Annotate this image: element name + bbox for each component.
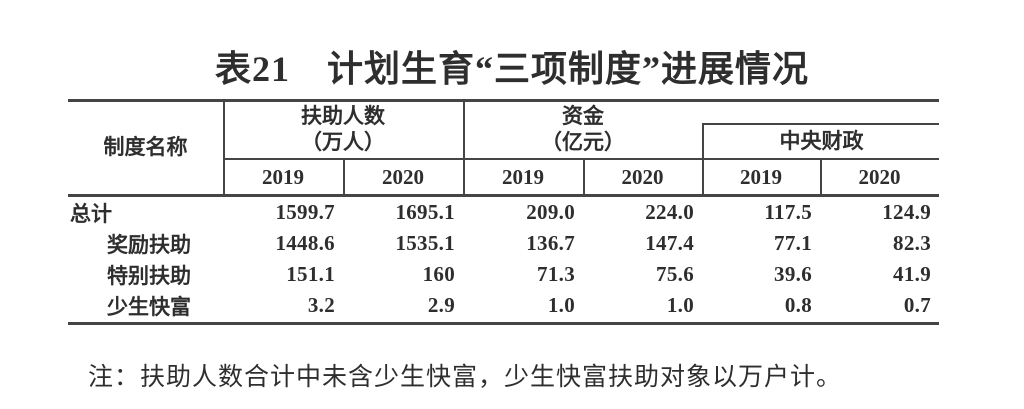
subheader-divider bbox=[223, 158, 939, 160]
group-header-assisted-people: 扶助人数 （万人） bbox=[225, 102, 461, 156]
group-unit-label: （万人） bbox=[301, 130, 385, 154]
row-label: 总计 bbox=[70, 201, 112, 226]
cell-value: 1.0 bbox=[666, 293, 694, 317]
table-top-border bbox=[68, 99, 939, 102]
col-divider-central-years bbox=[820, 158, 822, 194]
cell-value: 224.0 bbox=[645, 200, 694, 224]
year-header: 2019 bbox=[502, 165, 544, 189]
cell-value: 41.9 bbox=[893, 262, 931, 286]
cell-value: 117.5 bbox=[764, 200, 812, 224]
year-header: 2020 bbox=[621, 165, 664, 189]
cell-value: 75.6 bbox=[656, 262, 694, 286]
year-header: 2020 bbox=[382, 165, 424, 189]
cell-value: 3.2 bbox=[307, 293, 335, 317]
group-label: 中央财政 bbox=[779, 129, 864, 153]
cell-value: 160 bbox=[422, 262, 455, 286]
cell-value: 0.7 bbox=[903, 293, 931, 317]
cell-value: 147.4 bbox=[645, 231, 694, 255]
cell-value: 39.6 bbox=[774, 262, 812, 286]
table-row-fewer-births: 少生快富 3.2 2.9 1.0 1.0 0.8 0.7 bbox=[68, 290, 939, 321]
table-row-total: 总计 1599.7 1695.1 209.0 224.0 117.5 124.9 bbox=[68, 197, 939, 228]
group-header-central-finance: 中央财政 bbox=[704, 125, 939, 157]
group-label: 扶助人数 bbox=[301, 104, 385, 128]
cell-value: 124.9 bbox=[882, 200, 931, 224]
stats-table: 制度名称 扶助人数 （万人） 资金 （亿元） 中央财政 2019 2020 20… bbox=[68, 99, 939, 327]
cell-value: 2.9 bbox=[427, 293, 455, 317]
table-row-special-assist: 特别扶助 151.1 160 71.3 75.6 39.6 41.9 bbox=[68, 259, 939, 290]
cell-value: 1695.1 bbox=[395, 200, 455, 224]
col-divider-people-years bbox=[343, 158, 345, 194]
cell-value: 136.7 bbox=[526, 231, 575, 255]
cell-value: 1599.7 bbox=[275, 200, 335, 224]
year-header: 2020 bbox=[858, 165, 901, 189]
cell-value: 1448.6 bbox=[275, 231, 335, 255]
group-label: 资金 bbox=[562, 104, 604, 128]
col-divider-central-finance bbox=[702, 123, 704, 194]
row-header-cell: 制度名称 bbox=[103, 134, 188, 159]
central-finance-top-border bbox=[702, 123, 939, 125]
cell-value: 151.1 bbox=[286, 262, 335, 286]
cell-value: 1535.1 bbox=[395, 231, 455, 255]
cell-value: 209.0 bbox=[526, 200, 575, 224]
col-divider-people-funds bbox=[463, 99, 465, 194]
year-header: 2019 bbox=[262, 165, 304, 189]
table-title: 表21 计划生育“三项制度”进展情况 bbox=[214, 49, 809, 89]
cell-value: 82.3 bbox=[893, 231, 931, 255]
row-label: 奖励扶助 bbox=[107, 232, 191, 257]
header-bottom-border bbox=[68, 194, 939, 197]
table-body: 总计 1599.7 1695.1 209.0 224.0 117.5 124.9… bbox=[68, 197, 939, 321]
table-bottom-border bbox=[68, 322, 939, 325]
group-unit-label: （亿元） bbox=[541, 130, 625, 154]
table-row-reward-assist: 奖励扶助 1448.6 1535.1 136.7 147.4 77.1 82.3 bbox=[68, 228, 939, 259]
year-header: 2019 bbox=[740, 165, 782, 189]
col-divider-funds-years bbox=[583, 158, 585, 194]
table-note: 注：扶助人数合计中未含少生快富，少生快富扶助对象以万户计。 bbox=[88, 364, 843, 391]
cell-value: 77.1 bbox=[774, 231, 812, 255]
cell-value: 0.8 bbox=[784, 293, 812, 317]
cell-value: 71.3 bbox=[537, 262, 575, 286]
row-label: 少生快富 bbox=[107, 294, 191, 319]
cell-value: 1.0 bbox=[547, 293, 575, 317]
row-label: 特别扶助 bbox=[107, 263, 191, 288]
col-divider-name bbox=[223, 99, 225, 194]
group-header-funds: 资金 （亿元） bbox=[465, 102, 701, 156]
